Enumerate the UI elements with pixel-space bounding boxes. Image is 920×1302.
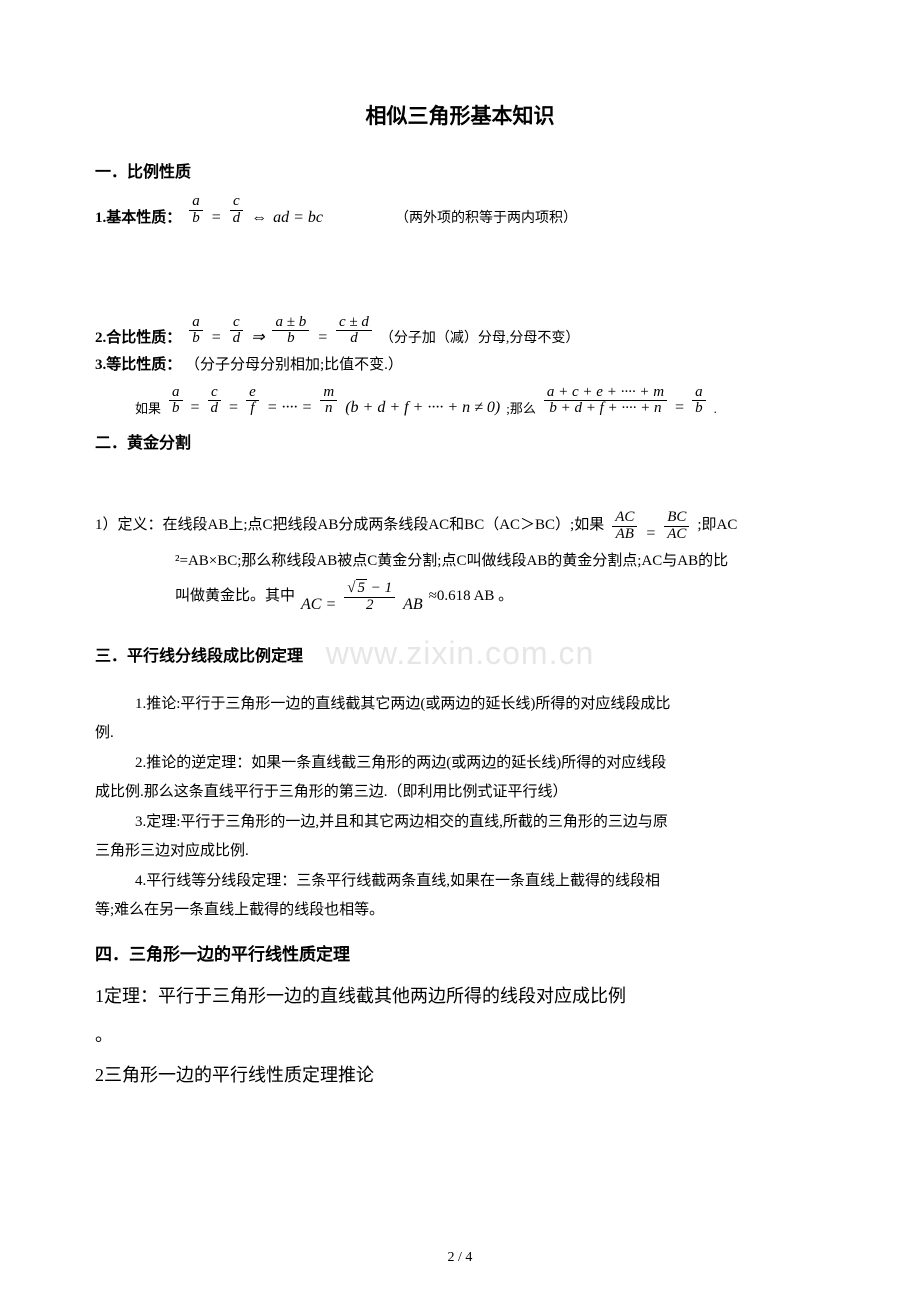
property-1-anno: （两外项的积等于两内项积） xyxy=(395,207,577,227)
golden-ratio-frac: √5 − 1 2 xyxy=(342,581,397,614)
golden-def-text-b: ;即AC xyxy=(697,513,737,539)
sec3-p3b: 三角形三边对应成比例. xyxy=(95,839,825,865)
ac-eq: AC = xyxy=(301,596,336,614)
golden-approx: ≈0.618 AB 。 xyxy=(429,584,514,610)
property-2-label: 2.合比性质： xyxy=(95,326,181,347)
property-3-paren: （分子分母分别相加;比值不变.） xyxy=(185,357,403,373)
frac-a-b: a b xyxy=(187,194,205,227)
golden-def-line1: 1）定义：在线段AB上;点C把线段AB分成两条线段AC和BC（AC＞BC）;如果… xyxy=(95,509,825,543)
rhs-adbc: ad = bc xyxy=(273,209,323,227)
property-3-row: 3.等比性质： （分子分母分别相加;比值不变.） xyxy=(95,353,825,379)
cond-text: (b + d + f + ···· + n ≠ 0) xyxy=(345,399,500,417)
eq-sign: = xyxy=(211,209,222,227)
sqrt-5: √5 xyxy=(347,581,367,597)
page: 相似三角形基本知识 一．比例性质 1.基本性质： a b = c d ⇔ ad … xyxy=(0,0,920,1302)
property-1-row: 1.基本性质： a b = c d ⇔ ad = bc （两外项的积等于两内项积… xyxy=(95,194,825,227)
property-2-row: 2.合比性质： ab = cd ⇒ a ± bb = c ± dd （分子加（减… xyxy=(95,315,825,348)
golden-def-line2: ²=AB×BC;那么称线段AB被点C黄金分割;点C叫做线段AB的黄金分割点;AC… xyxy=(95,549,825,575)
golden-ratio-label: 叫做黄金比。其中 xyxy=(175,584,295,610)
page-title: 相似三角形基本知识 xyxy=(95,100,825,130)
iff-sign: ⇔ xyxy=(251,209,267,227)
section-4-heading: 四．三角形一边的平行线性质定理 xyxy=(95,940,825,965)
sec3-p2: 2.推论的逆定理：如果一条直线截三角形的两边(或两边的延长线)所得的对应线段 xyxy=(95,751,825,777)
sec3-p4b: 等;难么在另一条直线上截得的线段也相等。 xyxy=(95,898,825,924)
sec3-p1: 1.推论:平行于三角形一边的直线截其它两边(或两边的延长线)所得的对应线段成比 xyxy=(95,692,825,718)
page-footer: 2 / 4 xyxy=(0,1250,920,1266)
ruguo-label: 如果 xyxy=(135,398,161,417)
sec4-p2: 2三角形一边的平行线性质定理推论 xyxy=(95,1056,825,1096)
section-1-heading: 一．比例性质 xyxy=(95,158,825,182)
sec4-p1: 1定理：平行于三角形一边的直线截其他两边所得的线段对应成比例 xyxy=(95,977,825,1017)
property-3-eq: 如果 ab = cd = ef = ···· = mn (b + d + f +… xyxy=(95,385,825,418)
sec4-p1b: 。 xyxy=(95,1016,825,1056)
sec3-p3: 3.定理:平行于三角形的一边,并且和其它两边相交的直线,所截的三角形的三边与原 xyxy=(95,810,825,836)
name-label: ;那么 xyxy=(506,398,536,417)
sec3-p1b: 例. xyxy=(95,721,825,747)
property-3-label: 3.等比性质： xyxy=(95,357,181,373)
property-1-label: 1.基本性质： xyxy=(95,206,181,227)
frac-c-d: c d xyxy=(228,194,246,227)
property-2-anno: （分子加（减）分母,分母不变） xyxy=(380,327,580,347)
golden-def-line3: 叫做黄金比。其中 AC = √5 − 1 2 AB ≈0.618 AB 。 xyxy=(95,580,825,614)
golden-def-text-a: 1）定义：在线段AB上;点C把线段AB分成两条线段AC和BC（AC＞BC）;如果 xyxy=(95,513,604,539)
section-3-heading: 三．平行线分线段成比例定理 xyxy=(95,642,825,666)
section-2-heading: 二．黄金分割 xyxy=(95,429,825,453)
sec3-p2b: 成比例.那么这条直线平行于三角形的第三边.（即利用比例式证平行线） xyxy=(95,780,825,806)
sec3-p4: 4.平行线等分线段定理：三条平行线截两条直线,如果在一条直线上截得的线段相 xyxy=(95,869,825,895)
